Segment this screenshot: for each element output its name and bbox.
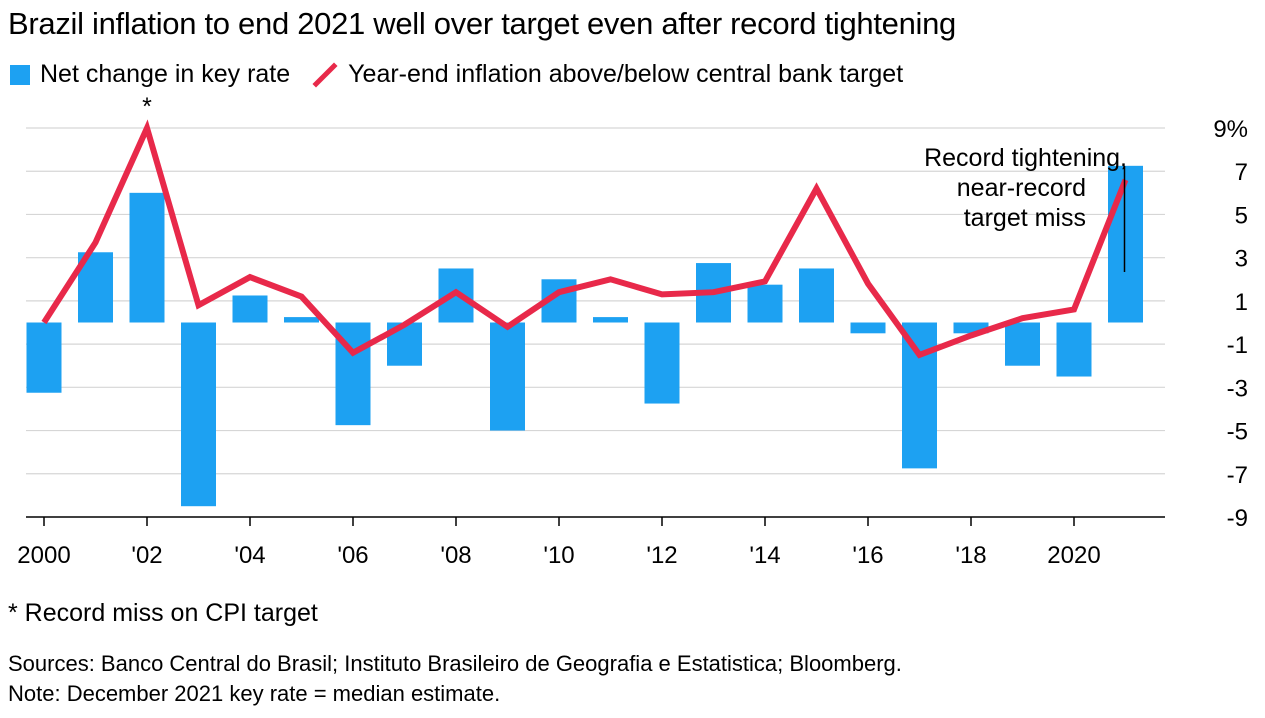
bar <box>26 322 62 393</box>
bar <box>1108 165 1143 323</box>
legend-bar-swatch <box>10 64 30 85</box>
x-tick-label: 2000 <box>17 542 70 569</box>
x-tick-label: '16 <box>852 542 883 569</box>
y-tick-label: -3 <box>1227 375 1248 402</box>
x-tick-label: '04 <box>234 542 265 569</box>
bar <box>747 284 783 323</box>
bar <box>1005 322 1040 366</box>
bar <box>799 268 834 323</box>
bar <box>232 295 268 323</box>
y-tick-label: 7 <box>1235 159 1248 186</box>
bar <box>644 322 680 404</box>
annotation-text-line: near-record <box>957 174 1086 202</box>
x-tick-label: '06 <box>337 542 368 569</box>
bar <box>181 322 216 507</box>
y-tick-label: 9% <box>1213 116 1248 143</box>
footnote: * Record miss on CPI target <box>8 599 318 627</box>
bar <box>902 322 937 469</box>
legend-line-swatch <box>312 61 338 88</box>
x-tick-label: '12 <box>646 542 677 569</box>
chart-title: Brazil inflation to end 2021 well over t… <box>8 6 956 41</box>
y-tick-label: -7 <box>1227 462 1248 489</box>
bar <box>284 317 319 323</box>
annotation-text-line: target miss <box>964 204 1086 232</box>
x-tick-label: '08 <box>440 542 471 569</box>
bar <box>850 322 886 334</box>
x-tick-label: '14 <box>749 542 780 569</box>
x-tick-label: '18 <box>955 542 986 569</box>
bar <box>490 322 525 431</box>
y-tick-label: 5 <box>1235 202 1248 229</box>
x-tick-label: '10 <box>543 542 574 569</box>
y-tick-label: 1 <box>1235 289 1248 316</box>
annotation-text-line: Record tightening, <box>924 144 1127 172</box>
y-tick-label: 3 <box>1235 246 1248 273</box>
record-miss-asterisk: * <box>142 93 152 121</box>
note-text: Note: December 2021 key rate = median es… <box>8 681 501 706</box>
x-tick-label: '02 <box>131 542 162 569</box>
legend: Net change in key rate Year-end inflatio… <box>10 60 903 89</box>
y-tick-label: -5 <box>1227 419 1248 446</box>
bar <box>1056 322 1092 377</box>
y-tick-label: -9 <box>1227 505 1248 532</box>
bar <box>593 317 628 323</box>
legend-bar-label: Net change in key rate <box>40 60 291 88</box>
inflation-line <box>41 119 1129 359</box>
y-tick-label: -1 <box>1227 332 1248 359</box>
bar <box>953 322 989 334</box>
bar <box>129 192 165 323</box>
legend-line-label: Year-end inflation above/below central b… <box>348 60 904 88</box>
sources-text: Sources: Banco Central do Brasil; Instit… <box>8 651 902 676</box>
x-tick-label: 2020 <box>1047 542 1100 569</box>
